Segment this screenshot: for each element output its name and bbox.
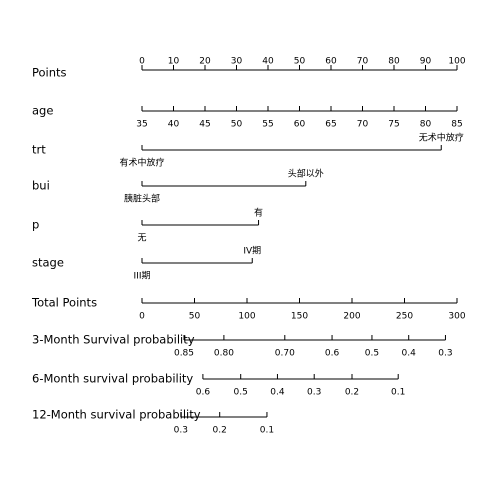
- tick-label: 0.5: [365, 349, 379, 359]
- tick-label: 0.1: [260, 426, 274, 436]
- tick-label: 0.3: [174, 426, 188, 436]
- row-label: bui: [32, 179, 50, 193]
- tick-label: 胰脏头部: [124, 193, 160, 205]
- tick-label: 0.3: [307, 388, 321, 398]
- tick-label: 0.6: [196, 388, 211, 398]
- tick-label: 10: [168, 57, 180, 67]
- tick-label: 80: [388, 57, 400, 67]
- tick-label: 0: [139, 57, 145, 67]
- tick-label: 无: [137, 233, 146, 244]
- tick-label: 70: [357, 57, 369, 67]
- tick-label: 0.85: [174, 349, 194, 359]
- tick-label: 0.4: [402, 349, 417, 359]
- tick-label: 30: [231, 57, 243, 67]
- tick-label: 0.5: [234, 388, 248, 398]
- tick-label: 35: [136, 120, 147, 130]
- tick-label: 75: [388, 120, 399, 130]
- row-label: age: [32, 104, 53, 118]
- row-label: Points: [32, 66, 67, 80]
- tick-label: 85: [451, 120, 462, 130]
- tick-label: 有术中放疗: [119, 157, 164, 169]
- tick-label: 70: [357, 120, 369, 130]
- tick-label: 0.70: [275, 349, 295, 359]
- tick-label: 20: [199, 57, 211, 67]
- tick-label: 头部以外: [288, 168, 324, 180]
- tick-label: 0.80: [214, 349, 234, 359]
- tick-label: 50: [294, 57, 306, 67]
- tick-label: 0: [139, 312, 145, 322]
- tick-label: III期: [134, 271, 151, 282]
- row-label: p: [32, 218, 39, 232]
- tick-label: 300: [448, 312, 465, 322]
- row-label: Total Points: [31, 296, 97, 310]
- tick-label: 150: [291, 312, 308, 322]
- tick-label: 250: [396, 312, 413, 322]
- tick-label: IV期: [243, 246, 261, 257]
- tick-label: 50: [231, 120, 243, 130]
- tick-label: 65: [325, 120, 336, 130]
- tick-label: 0.4: [270, 388, 285, 398]
- tick-label: 40: [262, 57, 274, 67]
- tick-label: 50: [189, 312, 201, 322]
- row-label: 3-Month Survival probability: [32, 333, 195, 347]
- tick-label: 0.6: [325, 349, 340, 359]
- row-label: stage: [32, 256, 64, 270]
- tick-label: 45: [199, 120, 210, 130]
- tick-label: 200: [343, 312, 360, 322]
- tick-label: 0.1: [391, 388, 405, 398]
- row-label: trt: [32, 143, 46, 157]
- tick-label: 40: [168, 120, 180, 130]
- tick-label: 0.2: [345, 388, 359, 398]
- tick-label: 100: [448, 57, 465, 67]
- tick-label: 60: [325, 57, 337, 67]
- tick-label: 有: [254, 207, 263, 219]
- tick-label: 90: [420, 57, 432, 67]
- tick-label: 80: [420, 120, 432, 130]
- tick-label: 55: [262, 120, 273, 130]
- tick-label: 100: [238, 312, 255, 322]
- tick-label: 0.2: [213, 426, 227, 436]
- row-label: 12-Month survival probability: [32, 408, 201, 422]
- tick-label: 0.3: [438, 349, 452, 359]
- row-label: 6-Month survival probability: [32, 372, 193, 386]
- tick-label: 无术中放疗: [419, 132, 464, 144]
- tick-label: 60: [294, 120, 306, 130]
